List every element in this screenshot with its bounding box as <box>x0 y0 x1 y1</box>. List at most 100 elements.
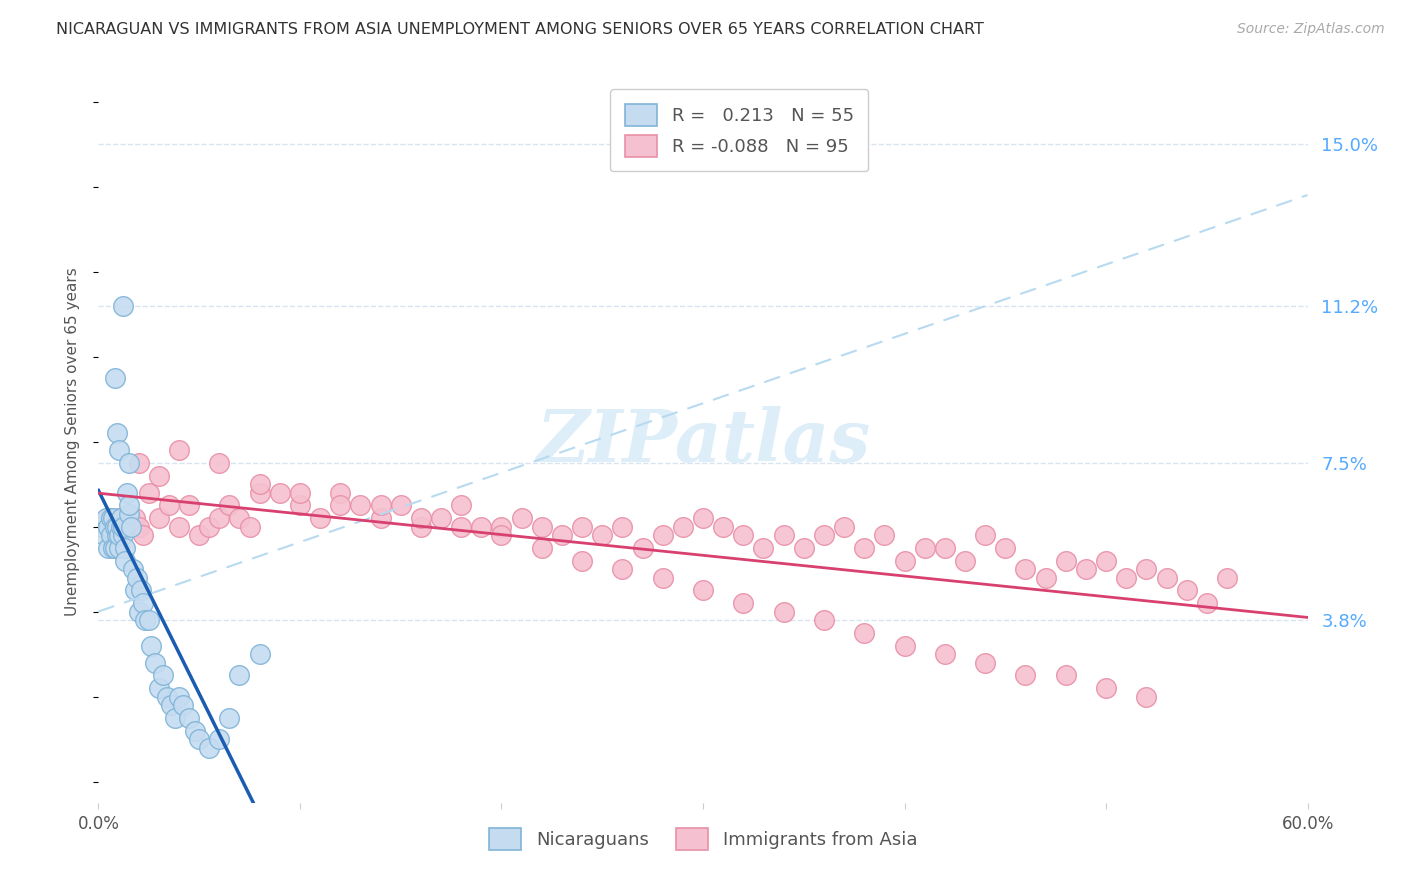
Point <box>1175 583 1198 598</box>
Point <box>612 562 634 576</box>
Point <box>672 519 695 533</box>
Point <box>208 511 231 525</box>
Point <box>349 498 371 512</box>
Point <box>118 507 141 521</box>
Point <box>97 519 120 533</box>
Point <box>198 740 221 755</box>
Point <box>139 639 162 653</box>
Point <box>1014 668 1036 682</box>
Point <box>853 541 876 555</box>
Point <box>163 711 186 725</box>
Point <box>188 732 211 747</box>
Point <box>692 583 714 598</box>
Point <box>329 498 352 512</box>
Point <box>125 570 148 584</box>
Point <box>118 519 141 533</box>
Point <box>450 498 472 512</box>
Point <box>228 511 250 525</box>
Point <box>132 596 155 610</box>
Point <box>934 541 956 555</box>
Point <box>132 528 155 542</box>
Point <box>813 613 835 627</box>
Point <box>692 511 714 525</box>
Point <box>249 647 271 661</box>
Point <box>370 498 392 512</box>
Point <box>157 498 180 512</box>
Legend: Nicaraguans, Immigrants from Asia: Nicaraguans, Immigrants from Asia <box>479 819 927 859</box>
Point <box>994 541 1017 555</box>
Point <box>389 498 412 512</box>
Point <box>591 528 613 542</box>
Point <box>179 711 201 725</box>
Point <box>111 299 134 313</box>
Point <box>198 519 221 533</box>
Point <box>491 528 513 542</box>
Point <box>103 519 125 533</box>
Point <box>510 511 533 525</box>
Point <box>208 732 231 747</box>
Point <box>1095 681 1118 695</box>
Point <box>148 468 170 483</box>
Point <box>772 605 794 619</box>
Point <box>129 583 152 598</box>
Point <box>124 583 146 598</box>
Point <box>269 485 291 500</box>
Point <box>1095 553 1118 567</box>
Point <box>893 553 915 567</box>
Point <box>97 541 120 555</box>
Point <box>1054 553 1077 567</box>
Point <box>128 519 150 533</box>
Point <box>100 528 122 542</box>
Point <box>128 605 150 619</box>
Point <box>813 528 835 542</box>
Point <box>103 541 125 555</box>
Point <box>893 639 915 653</box>
Point <box>152 668 174 682</box>
Point <box>1074 562 1097 576</box>
Point <box>172 698 194 712</box>
Point <box>239 519 262 533</box>
Point <box>309 511 332 525</box>
Point <box>288 485 311 500</box>
Point <box>1054 668 1077 682</box>
Point <box>470 519 492 533</box>
Point <box>218 498 240 512</box>
Y-axis label: Unemployment Among Seniors over 65 years: Unemployment Among Seniors over 65 years <box>65 268 80 615</box>
Point <box>1035 570 1057 584</box>
Point <box>100 511 122 525</box>
Point <box>1216 570 1239 584</box>
Point <box>651 570 673 584</box>
Text: ZIPatlas: ZIPatlas <box>536 406 870 477</box>
Point <box>571 553 593 567</box>
Point <box>631 541 654 555</box>
Point <box>873 528 896 542</box>
Point <box>914 541 936 555</box>
Point <box>491 519 513 533</box>
Point <box>188 528 211 542</box>
Point <box>110 519 132 533</box>
Point <box>138 613 160 627</box>
Point <box>160 698 183 712</box>
Point <box>288 498 311 512</box>
Point <box>167 690 190 704</box>
Point <box>120 519 142 533</box>
Point <box>530 519 553 533</box>
Point <box>1195 596 1218 610</box>
Point <box>107 511 129 525</box>
Point <box>450 519 472 533</box>
Point <box>1135 562 1157 576</box>
Point <box>934 647 956 661</box>
Point <box>733 528 755 542</box>
Point <box>409 519 432 533</box>
Point <box>138 485 160 500</box>
Point <box>228 668 250 682</box>
Point <box>793 541 815 555</box>
Point <box>101 541 124 555</box>
Point <box>179 498 201 512</box>
Point <box>91 519 114 533</box>
Point <box>101 511 124 525</box>
Point <box>118 498 141 512</box>
Point <box>184 723 207 738</box>
Point <box>134 613 156 627</box>
Point <box>118 456 141 470</box>
